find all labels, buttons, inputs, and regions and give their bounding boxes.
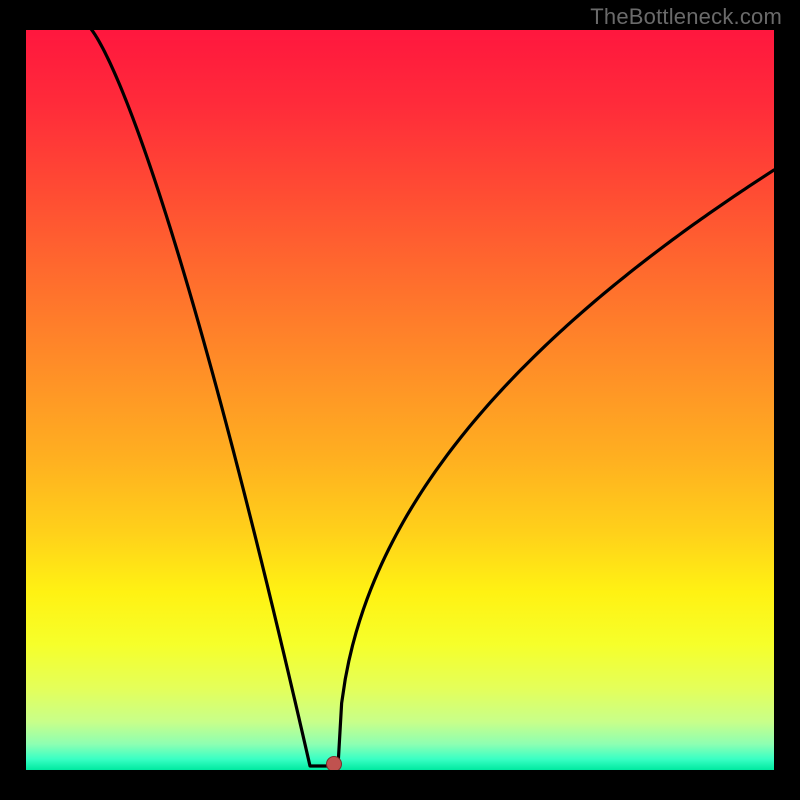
bottleneck-curve — [26, 30, 774, 770]
watermark-text: TheBottleneck.com — [590, 4, 782, 30]
plot-area — [26, 30, 774, 770]
chart-canvas: TheBottleneck.com — [0, 0, 800, 800]
minimum-point-marker — [326, 756, 342, 770]
